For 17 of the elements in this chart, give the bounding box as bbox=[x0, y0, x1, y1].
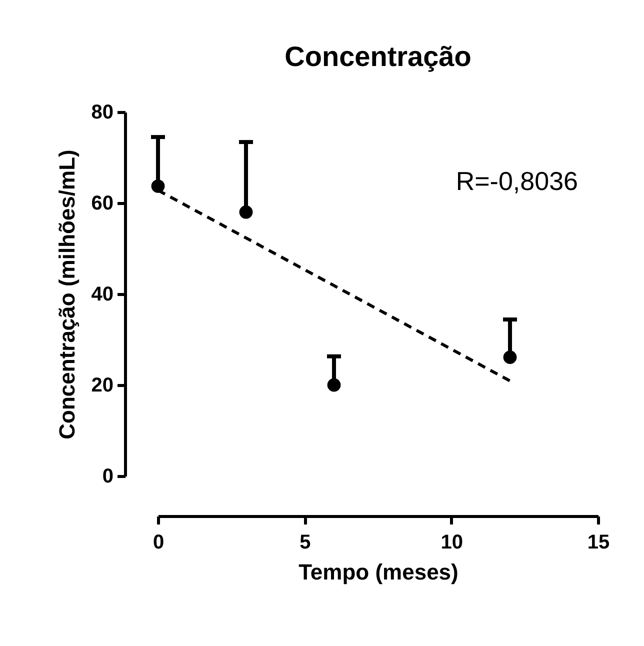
x-tick-label: 5 bbox=[300, 532, 311, 554]
x-axis-title: Tempo (meses) bbox=[298, 560, 458, 584]
y-tick-label: 0 bbox=[102, 466, 114, 488]
x-tick-label: 15 bbox=[587, 532, 610, 554]
point bbox=[239, 205, 253, 219]
y-tick-label: 20 bbox=[91, 374, 114, 396]
y-tick-label: 60 bbox=[91, 192, 114, 214]
point bbox=[327, 378, 341, 392]
chart-title: Concentração bbox=[284, 41, 472, 72]
x-tick-label: 10 bbox=[440, 532, 463, 554]
point bbox=[503, 350, 517, 364]
x-tick-label: 0 bbox=[152, 532, 164, 554]
y-tick-label: 80 bbox=[91, 102, 114, 124]
annotation: R=-0,8036 bbox=[456, 166, 578, 196]
point bbox=[151, 179, 165, 193]
y-tick-label: 40 bbox=[91, 284, 114, 306]
y-axis-title: Concentração (milhões/mL) bbox=[54, 150, 80, 440]
